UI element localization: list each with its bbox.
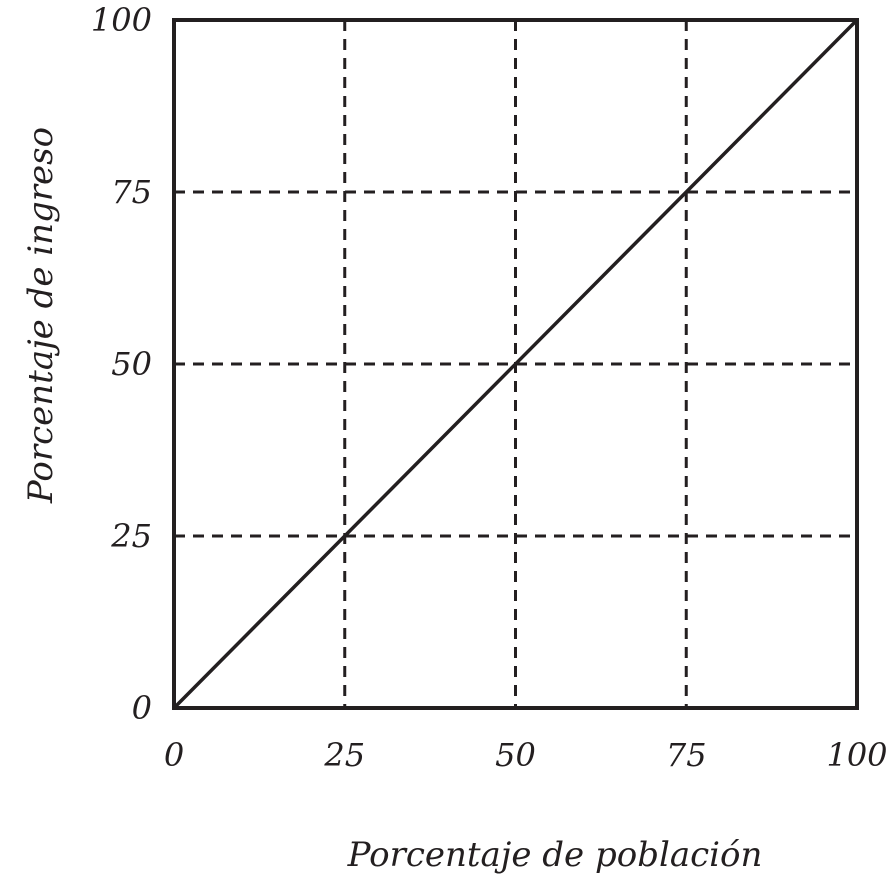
y-axis-title: Porcentaje de ingreso [21,127,61,504]
y-tick-label-100: 100 [91,1,152,39]
y-tick-label-75: 75 [111,173,152,211]
x-tick-label-0: 0 [164,736,184,774]
y-tick-labels: 0 25 50 75 100 [91,1,152,727]
x-tick-label-75: 75 [666,736,707,774]
x-tick-label-25: 25 [323,736,365,774]
y-tick-label-25: 25 [110,517,152,555]
x-tick-label-100: 100 [826,736,887,774]
x-axis-title: Porcentaje de población [347,835,763,875]
x-tick-label-50: 50 [495,736,536,774]
y-tick-label-50: 50 [111,345,152,383]
series-layer [172,18,859,710]
series-line-0 [172,18,859,710]
plot-border [172,18,859,710]
x-tick-labels: 0 25 50 75 100 [164,736,888,774]
plot-frame [172,18,859,710]
y-tick-label-0: 0 [132,689,152,727]
